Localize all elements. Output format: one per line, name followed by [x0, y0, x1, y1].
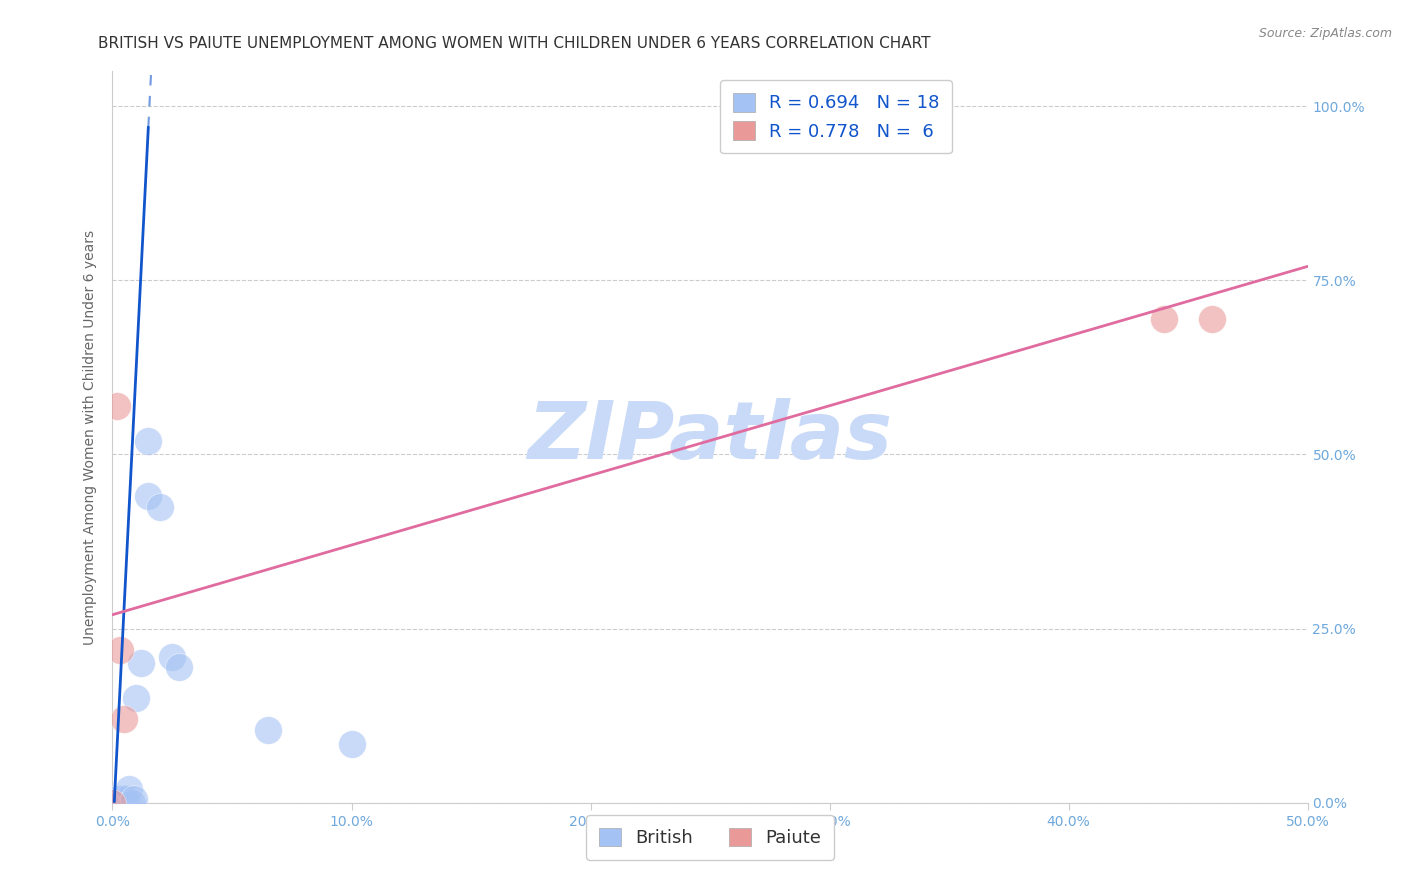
- Point: [149, 500, 172, 514]
- Point: [115, 792, 138, 806]
- Text: ZIPatlas: ZIPatlas: [527, 398, 893, 476]
- Point: [1201, 311, 1223, 326]
- Point: [101, 796, 124, 810]
- Point: [125, 691, 148, 706]
- Point: [114, 712, 135, 726]
- Point: [108, 792, 131, 806]
- Point: [108, 642, 131, 657]
- Point: [129, 657, 152, 671]
- Point: [122, 792, 145, 806]
- Text: BRITISH VS PAIUTE UNEMPLOYMENT AMONG WOMEN WITH CHILDREN UNDER 6 YEARS CORRELATI: BRITISH VS PAIUTE UNEMPLOYMENT AMONG WOM…: [98, 36, 931, 51]
- Point: [340, 737, 363, 751]
- Point: [118, 781, 141, 796]
- Point: [105, 399, 128, 413]
- Point: [121, 796, 143, 810]
- Point: [257, 723, 280, 737]
- Point: [169, 660, 191, 674]
- Point: [162, 649, 183, 664]
- Point: [111, 796, 134, 810]
- Legend: British, Paiute: British, Paiute: [586, 815, 834, 860]
- Text: Source: ZipAtlas.com: Source: ZipAtlas.com: [1258, 27, 1392, 40]
- Y-axis label: Unemployment Among Women with Children Under 6 years: Unemployment Among Women with Children U…: [83, 229, 97, 645]
- Point: [1153, 311, 1175, 326]
- Point: [138, 434, 160, 448]
- Point: [101, 796, 124, 810]
- Point: [114, 792, 135, 806]
- Point: [105, 792, 128, 806]
- Point: [138, 489, 160, 503]
